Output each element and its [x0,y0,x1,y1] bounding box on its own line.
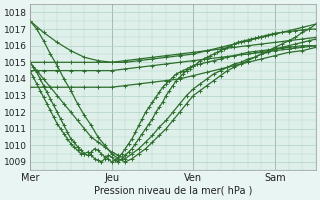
X-axis label: Pression niveau de la mer( hPa ): Pression niveau de la mer( hPa ) [94,186,252,196]
